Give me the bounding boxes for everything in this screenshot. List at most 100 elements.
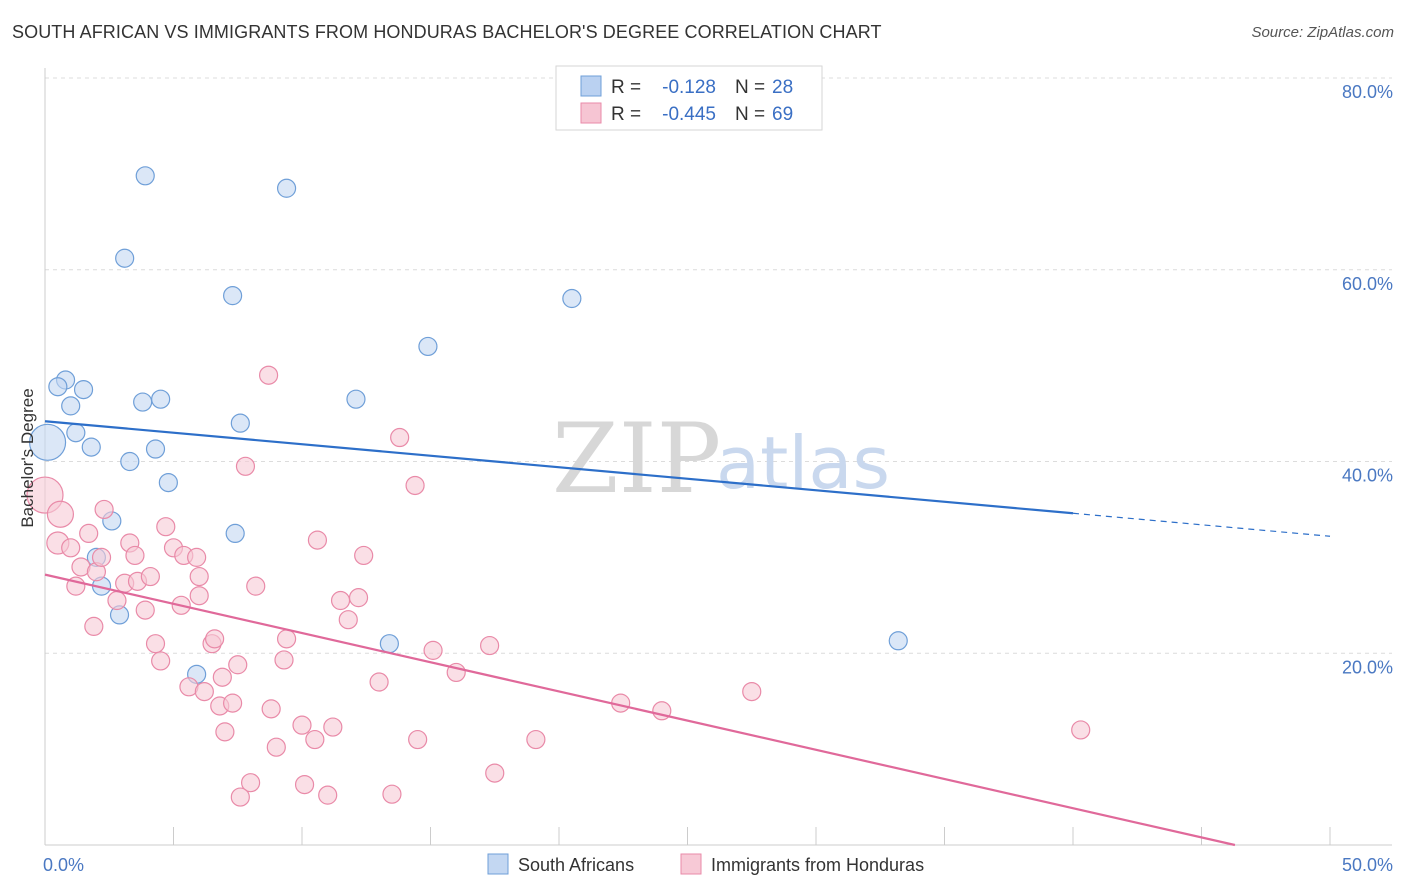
point-honduras	[79, 523, 99, 544]
point-south-africans	[562, 288, 582, 309]
y-tick-label: 40.0%	[1342, 466, 1393, 486]
watermark-zip: ZIP	[552, 403, 721, 515]
trend-lines	[44, 420, 1331, 847]
point-honduras	[390, 427, 410, 448]
point-honduras	[276, 629, 297, 649]
point-honduras	[91, 547, 112, 567]
point-south-africans	[120, 451, 140, 472]
point-honduras	[151, 651, 171, 671]
point-honduras	[1071, 720, 1091, 740]
point-south-africans	[225, 523, 245, 544]
chart-source: Source: ZipAtlas.com	[1251, 24, 1394, 41]
point-honduras	[46, 500, 75, 528]
point-honduras	[215, 722, 235, 742]
point-south-africans	[151, 389, 171, 409]
chart-title: SOUTH AFRICAN VS IMMIGRANTS FROM HONDURA…	[12, 22, 882, 42]
point-honduras	[212, 667, 232, 687]
legend-swatch	[580, 102, 602, 124]
point-honduras	[189, 566, 209, 587]
point-honduras	[338, 610, 358, 630]
point-honduras	[107, 590, 127, 611]
point-honduras	[61, 538, 81, 558]
point-south-africans	[73, 379, 94, 400]
point-south-africans	[61, 396, 81, 416]
trend-line-south-africans	[44, 420, 1074, 515]
legend-r-label: R =	[611, 77, 641, 98]
point-honduras	[258, 365, 279, 385]
point-honduras	[140, 566, 160, 587]
point-honduras	[480, 635, 500, 656]
point-honduras	[423, 640, 443, 660]
y-axis-label: Bachelor's Degree	[18, 388, 37, 527]
point-south-africans	[888, 631, 908, 651]
legend-label: Immigrants from Honduras	[711, 855, 924, 875]
point-south-africans	[145, 439, 166, 459]
point-honduras	[228, 655, 248, 675]
point-honduras	[354, 545, 374, 566]
point-honduras	[261, 699, 281, 719]
point-honduras	[526, 729, 546, 750]
point-south-africans	[223, 286, 243, 306]
point-honduras	[307, 530, 328, 550]
grid-lines	[45, 77, 1392, 654]
y-tick-labels: 20.0% 40.0% 60.0% 80.0%	[1342, 82, 1393, 677]
legend-label: South Africans	[518, 855, 634, 875]
point-honduras	[348, 588, 369, 608]
point-south-africans	[230, 413, 250, 433]
point-honduras	[156, 517, 176, 537]
point-honduras	[274, 650, 294, 670]
watermark-atlas: atlas	[716, 421, 890, 505]
point-honduras	[145, 634, 166, 654]
legend-n-label: N =	[735, 104, 765, 125]
y-tick-label: 20.0%	[1342, 657, 1393, 677]
point-honduras	[246, 576, 266, 596]
point-honduras	[84, 616, 104, 637]
point-honduras	[125, 545, 145, 566]
legend-n-label: N =	[735, 77, 765, 98]
point-south-africans	[48, 377, 68, 397]
trend-line-extension	[1072, 512, 1331, 537]
point-honduras	[189, 586, 209, 606]
legend-swatch	[487, 853, 509, 875]
legend-r-value: -0.445	[662, 104, 716, 125]
point-honduras	[135, 600, 155, 620]
legend-swatch	[580, 75, 602, 97]
point-south-africans	[66, 423, 86, 443]
point-south-africans	[346, 389, 366, 409]
point-honduras	[408, 729, 428, 750]
trend-line-honduras	[44, 573, 1236, 847]
point-honduras	[742, 681, 762, 702]
y-tick-label: 80.0%	[1342, 82, 1393, 102]
point-honduras	[94, 499, 114, 520]
point-honduras	[266, 737, 286, 757]
point-honduras	[323, 717, 343, 737]
legend-swatch	[680, 853, 702, 875]
point-south-africans	[135, 166, 155, 186]
point-south-africans	[81, 437, 101, 457]
legend-stats: R = -0.128 N = 28 R = -0.445 N = 69	[555, 65, 823, 131]
watermark: ZIP atlas	[552, 403, 890, 515]
legend-n-value: 69	[772, 104, 793, 125]
legend-series: South Africans Immigrants from Honduras	[487, 853, 924, 875]
point-south-africans	[158, 472, 178, 493]
point-honduras	[205, 629, 225, 649]
point-honduras	[223, 693, 243, 713]
point-south-africans	[276, 178, 297, 198]
legend-n-value: 28	[772, 77, 793, 98]
point-honduras	[369, 672, 389, 692]
point-honduras	[241, 773, 261, 793]
point-south-africans	[133, 392, 153, 412]
legend-r-value: -0.128	[662, 77, 716, 98]
point-honduras	[194, 681, 214, 702]
point-honduras	[405, 475, 425, 496]
x-tick-label: 50.0%	[1342, 855, 1393, 875]
legend-r-label: R =	[611, 104, 641, 125]
y-tick-label: 60.0%	[1342, 274, 1393, 294]
x-tick-label: 0.0%	[43, 855, 84, 875]
point-south-africans	[418, 336, 438, 357]
point-honduras	[230, 787, 250, 807]
point-honduras	[187, 547, 207, 567]
point-south-africans	[28, 423, 67, 461]
point-south-africans	[379, 634, 399, 654]
